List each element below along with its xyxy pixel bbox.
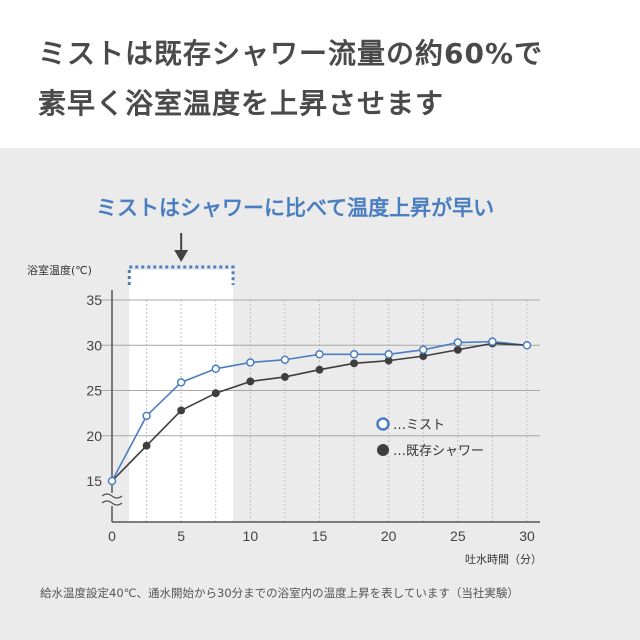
x-axis-title: 吐水時間（分）: [465, 553, 542, 566]
legend-label-shower: …既存シャワー: [393, 444, 484, 459]
data-point-mist: [246, 358, 255, 367]
data-point-mist: [107, 476, 117, 486]
data-point-shower: [246, 377, 255, 386]
y-tick-label: 15: [86, 473, 102, 489]
headline-line-1: ミストは既存シャワー流量の約60%で: [38, 37, 544, 70]
footnote: 給水温度設定40℃、通水開始から30分までの浴室内の温度上昇を表しています（当社…: [40, 586, 519, 600]
x-tick-label: 0: [108, 528, 116, 544]
data-point-shower: [211, 389, 220, 398]
x-tick-label: 30: [519, 528, 535, 544]
x-tick-label: 20: [381, 528, 397, 544]
legend-marker-shower: [377, 444, 389, 456]
x-tick-label: 25: [450, 528, 466, 544]
headline-line-2: 素早く浴室温度を上昇させます: [38, 87, 445, 120]
data-point-shower: [280, 372, 289, 381]
y-tick-label: 25: [86, 383, 102, 399]
y-tick-label: 30: [86, 337, 102, 353]
data-point-shower: [350, 359, 359, 368]
data-point-mist: [142, 411, 151, 421]
y-axis-title: 浴室温度(℃): [27, 263, 92, 277]
legend-marker-mist: [376, 417, 390, 431]
data-point-mist: [211, 364, 220, 374]
y-tick-label: 35: [86, 292, 102, 308]
data-point-mist: [522, 341, 532, 350]
data-point-mist: [280, 355, 290, 364]
callout-text: ミストはシャワーに比べて温度上昇が早い: [96, 196, 495, 220]
data-point-mist: [419, 345, 428, 355]
x-tick-label: 5: [177, 528, 185, 544]
data-point-mist: [384, 350, 393, 359]
highlight-bracket: [127, 265, 235, 285]
x-tick-label: 15: [312, 528, 328, 544]
y-tick-label: 20: [86, 428, 102, 444]
data-point-mist: [453, 338, 463, 347]
data-point-mist: [349, 350, 359, 359]
legend-label-mist: …ミスト: [393, 418, 445, 433]
data-point-shower: [453, 345, 462, 354]
data-point-mist: [176, 378, 186, 387]
data-point-mist: [315, 350, 324, 359]
data-point-mist: [488, 337, 497, 346]
arrow-head: [174, 250, 189, 262]
x-tick-label: 10: [243, 528, 259, 544]
data-point-shower: [315, 365, 324, 374]
data-point-shower: [177, 406, 186, 415]
header-band: ミストは既存シャワー流量の約60%で 素早く浴室温度を上昇させます: [0, 0, 640, 148]
axis-break-mark: [101, 493, 123, 506]
data-point-shower: [142, 441, 151, 450]
